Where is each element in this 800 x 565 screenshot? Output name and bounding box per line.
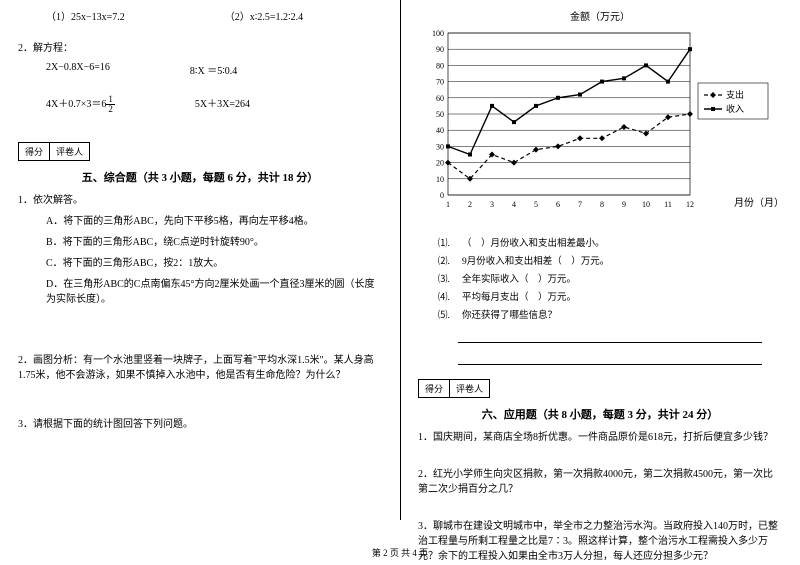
svg-text:20: 20 [436,159,444,168]
svg-text:6: 6 [556,200,560,209]
q3-text: 3．请根据下面的统计图回答下列问题。 [18,417,382,432]
svg-text:0: 0 [440,191,444,200]
q1a: A．将下面的三角形ABC，先向下平移5格，再向左平移4格。 [18,214,382,229]
rq2: 9月份收入和支出相差（ ）万元。 [462,253,609,267]
rq1n: ⑴. [438,235,462,249]
q2-text: 2．画图分析：有一个水池里竖着一块牌子，上面写着"平均水深1.5米"。某人身高1… [18,353,382,383]
svg-text:10: 10 [436,175,444,184]
svg-text:80: 80 [436,61,444,70]
svg-text:50: 50 [436,110,444,119]
svg-text:7: 7 [578,200,582,209]
app-q1: 1．国庆期间，某商店全场8折优惠。一件商品原价是618元，打折后便宜多少钱？ [418,430,782,445]
rq4n: ⑷. [438,289,462,303]
svg-text:1: 1 [446,200,450,209]
equation-1b: （2）x∶2.5=1.2∶2.4 [225,8,303,23]
rq5n: ⑸. [438,307,462,321]
rq4: 平均每月支出（ ）万元。 [462,289,576,303]
equation-3b: 5X＋3X=264 [195,95,250,114]
svg-text:5: 5 [534,200,538,209]
svg-text:支出: 支出 [726,89,744,100]
q2-label: 2．解方程： [18,41,382,56]
svg-text:4: 4 [512,200,516,209]
section-6-title: 六、应用题（共 8 小题，每题 3 分，共计 24 分） [418,406,782,422]
rq1: （ ）月份收入和支出相差最小。 [462,235,605,249]
svg-text:60: 60 [436,94,444,103]
score-box-2: 得分 评卷人 [418,379,490,398]
rq2n: ⑵. [438,253,462,267]
svg-text:8: 8 [600,200,604,209]
q1: 1．依次解答。 [18,193,382,208]
grader-label-2: 评卷人 [450,380,489,397]
svg-text:10: 10 [642,200,650,209]
score-box: 得分 评卷人 [18,142,90,161]
page-footer: 第 2 页 共 4 页 [0,546,800,559]
equation-2b: 8∶X ＝5∶0.4 [190,62,237,77]
grader-label: 评卷人 [50,143,89,160]
equation-2a: 2X−0.8X−6=16 [46,62,110,77]
q1c: C．将下面的三角形ABC，按2：1放大。 [18,256,382,271]
answer-line-1 [458,327,762,343]
chart-xlabel: 月份（月） [734,194,784,209]
svg-text:12: 12 [686,200,694,209]
app-q2: 2．红光小学师生向灾区捐款，第一次捐款4000元，第二次捐款4500元，第一次比… [418,467,782,497]
rq3: 全年实际收入（ ）万元。 [462,271,576,285]
score-label-2: 得分 [419,380,450,397]
rq5: 你还获得了哪些信息？ [462,307,557,321]
answer-line-2 [458,349,762,365]
equation-1a: （1）25x−13x=7.2 [46,8,125,23]
svg-text:100: 100 [432,29,444,38]
svg-text:收入: 收入 [726,103,744,114]
svg-text:9: 9 [622,200,626,209]
svg-text:3: 3 [490,200,494,209]
svg-text:40: 40 [436,126,444,135]
svg-text:70: 70 [436,78,444,87]
svg-text:30: 30 [436,142,444,151]
line-chart: 0102030405060708090100123456789101112支出收… [420,27,780,217]
svg-text:90: 90 [436,45,444,54]
q1b: B．将下面的三角形ABC，绕C点逆时针旋转90°。 [18,235,382,250]
q1d: D．在三角形ABC的C点南偏东45°方向2厘米处画一个直径3厘米的圆（长度为实际… [18,277,382,307]
section-5-title: 五、综合题（共 3 小题，每题 6 分，共计 18 分） [18,169,382,185]
svg-text:2: 2 [468,200,472,209]
score-label: 得分 [19,143,50,160]
equation-3a: 4X＋0.7×3＝612 [46,95,115,114]
chart-title: 金额（万元） [418,8,782,23]
rq3n: ⑶. [438,271,462,285]
svg-text:11: 11 [664,200,672,209]
